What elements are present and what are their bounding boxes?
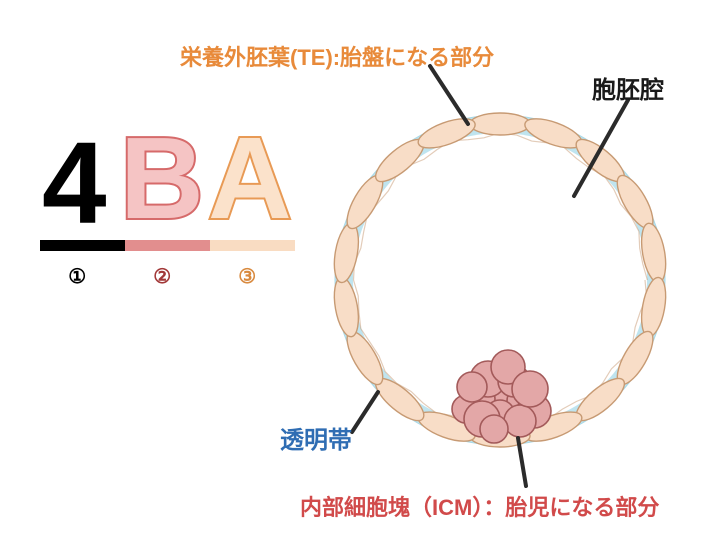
icm-pointer [518,438,526,486]
zona-pointer [352,392,378,432]
grade-mark-3: ③ [238,264,256,289]
grade-bar-3 [210,240,295,251]
trophectoderm-pointer [430,66,468,124]
label-blastocoel: 胞胚腔 [592,70,664,105]
icm-cell [512,371,548,407]
label-inner-cell-mass: 内部細胞塊（ICM）：胎児になる部分 [300,490,659,522]
grade-letter-a: A [208,113,292,243]
label-trophectoderm: 栄養外胚葉(TE):胎盤になる部分 [180,40,494,72]
grade-mark-1: ① [68,264,86,289]
icm-cell [457,372,487,402]
label-zona-pellucida: 透明帯 [280,420,352,455]
grade-digit: 4 [42,116,107,250]
icm-cell [480,415,508,443]
grade-mark-2: ② [153,264,171,289]
grade-bar-2 [125,240,210,251]
grade-letter-b: B [120,113,204,243]
icm-cell [504,405,536,437]
trophectoderm-cell [470,113,530,135]
